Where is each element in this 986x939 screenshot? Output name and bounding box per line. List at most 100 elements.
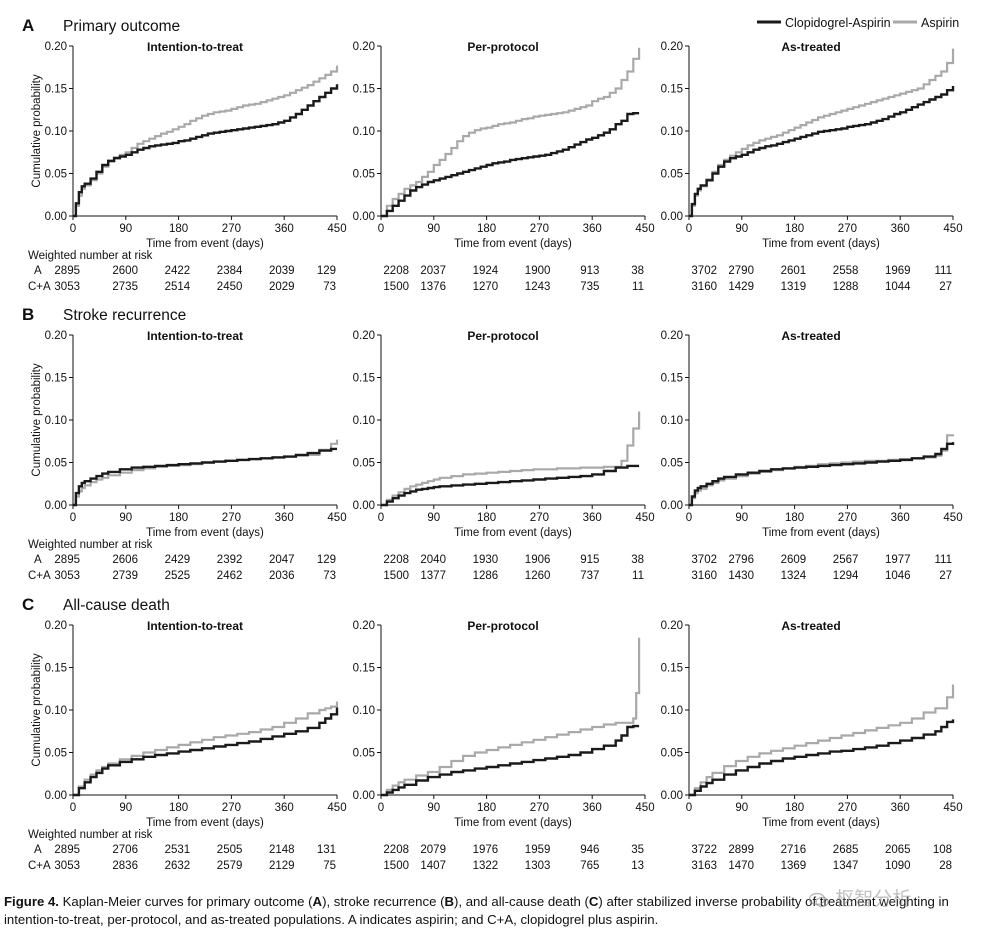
risk-count: 2040 [420, 554, 446, 566]
risk-count: 131 [317, 844, 336, 856]
risk-count: 2739 [112, 570, 138, 582]
legend-label: Aspirin [921, 16, 959, 30]
risk-count: 1429 [728, 281, 754, 293]
y-tick-label: 0.10 [661, 415, 683, 427]
risk-count: 11 [632, 570, 644, 582]
aspirin-curve [689, 684, 955, 797]
risk-count: 1976 [473, 844, 499, 856]
y-tick-label: 0.20 [45, 41, 67, 53]
risk-count: 2601 [781, 265, 807, 277]
risk-count: 765 [580, 860, 599, 872]
aspirin-curve [689, 434, 955, 507]
risk-count: 35 [631, 844, 644, 856]
y-tick-label: 0.20 [353, 41, 375, 53]
x-tick-label: 450 [635, 223, 654, 235]
risk-count: 2036 [269, 570, 295, 582]
risk-count: 2895 [54, 554, 80, 566]
x-axis-label: Time from event (days) [762, 238, 880, 250]
risk-count: 2079 [420, 844, 446, 856]
x-tick-label: 90 [119, 802, 132, 814]
risk-count: 946 [580, 844, 599, 856]
risk-count: 3053 [54, 281, 80, 293]
risk-count: 2429 [165, 554, 191, 566]
risk-table-header: Weighted number at risk [28, 250, 153, 262]
x-tick-label: 270 [838, 802, 857, 814]
clopidogrel-aspirin-curve [73, 447, 337, 507]
risk-count: 2600 [112, 265, 138, 277]
clopidogrel-aspirin-curve [689, 719, 955, 797]
risk-count: 1900 [525, 265, 551, 277]
risk-count: 1959 [525, 844, 551, 856]
risk-count: 2567 [833, 554, 859, 566]
aspirin-curve [73, 65, 339, 218]
y-tick-label: 0.05 [45, 458, 67, 470]
x-tick-label: 180 [785, 223, 804, 235]
risk-count: 2735 [112, 281, 138, 293]
risk-row-label: A [34, 265, 42, 277]
risk-count: 11 [632, 281, 644, 293]
panel-title: Intention-to-treat [147, 619, 243, 633]
x-tick-label: 360 [275, 802, 294, 814]
x-tick-label: 180 [169, 512, 188, 524]
x-axis-label: Time from event (days) [454, 238, 572, 250]
risk-count: 1470 [728, 860, 754, 872]
risk-count: 3160 [691, 570, 717, 582]
risk-count: 1319 [781, 281, 807, 293]
section-letter: B [22, 305, 34, 324]
y-tick-label: 0.00 [661, 790, 683, 802]
risk-count: 3160 [691, 281, 717, 293]
watermark-text: 枢智分析 [835, 889, 912, 910]
risk-row-label: C+A [28, 860, 51, 872]
risk-count: 3722 [691, 844, 717, 856]
x-axis-label: Time from event (days) [146, 238, 264, 250]
risk-count: 2558 [833, 265, 859, 277]
risk-count: 1044 [885, 281, 911, 293]
risk-count: 2037 [420, 265, 446, 277]
risk-count: 28 [939, 860, 952, 872]
km-figure: Clopidogrel-Aspirin Aspirin A Primary outco… [22, 16, 963, 872]
y-axis-label: Cumulative probability [31, 74, 43, 187]
legend-label: Clopidogrel-Aspirin [785, 16, 891, 30]
y-tick-label: 0.00 [661, 211, 683, 223]
risk-count: 1377 [420, 570, 446, 582]
section-letter: A [22, 16, 34, 35]
risk-row-label: C+A [28, 281, 51, 293]
x-axis-label: Time from event (days) [454, 817, 572, 829]
risk-count: 1969 [885, 265, 911, 277]
risk-count: 75 [323, 860, 336, 872]
risk-count: 1288 [833, 281, 859, 293]
risk-count: 1294 [833, 570, 859, 582]
x-tick-label: 360 [891, 802, 910, 814]
x-tick-label: 270 [838, 512, 857, 524]
clopidogrel-aspirin-curve [73, 84, 339, 218]
risk-count: 2706 [112, 844, 138, 856]
y-tick-label: 0.00 [353, 211, 375, 223]
x-tick-label: 90 [427, 802, 440, 814]
y-tick-label: 0.10 [45, 415, 67, 427]
risk-count: 13 [631, 860, 644, 872]
y-tick-label: 0.15 [353, 373, 375, 385]
y-tick-label: 0.20 [45, 330, 67, 342]
risk-count: 1270 [473, 281, 499, 293]
risk-count: 108 [933, 844, 952, 856]
y-tick-label: 0.10 [353, 415, 375, 427]
risk-count: 111 [935, 554, 952, 566]
x-tick-label: 450 [635, 802, 654, 814]
risk-count: 3163 [691, 860, 717, 872]
risk-count: 2505 [217, 844, 243, 856]
aspirin-curve [381, 411, 641, 507]
risk-count: 735 [580, 281, 599, 293]
risk-count: 129 [317, 265, 336, 277]
x-tick-label: 0 [70, 223, 76, 235]
x-tick-label: 450 [327, 512, 346, 524]
x-tick-label: 90 [427, 223, 440, 235]
y-tick-label: 0.15 [45, 84, 67, 96]
risk-count: 2716 [781, 844, 807, 856]
risk-count: 1324 [781, 570, 807, 582]
x-tick-label: 270 [530, 223, 549, 235]
risk-count: 2208 [383, 554, 409, 566]
x-tick-label: 0 [378, 512, 384, 524]
x-tick-label: 270 [530, 512, 549, 524]
panel-title: Per-protocol [467, 329, 538, 343]
wechat-icon [808, 892, 829, 908]
